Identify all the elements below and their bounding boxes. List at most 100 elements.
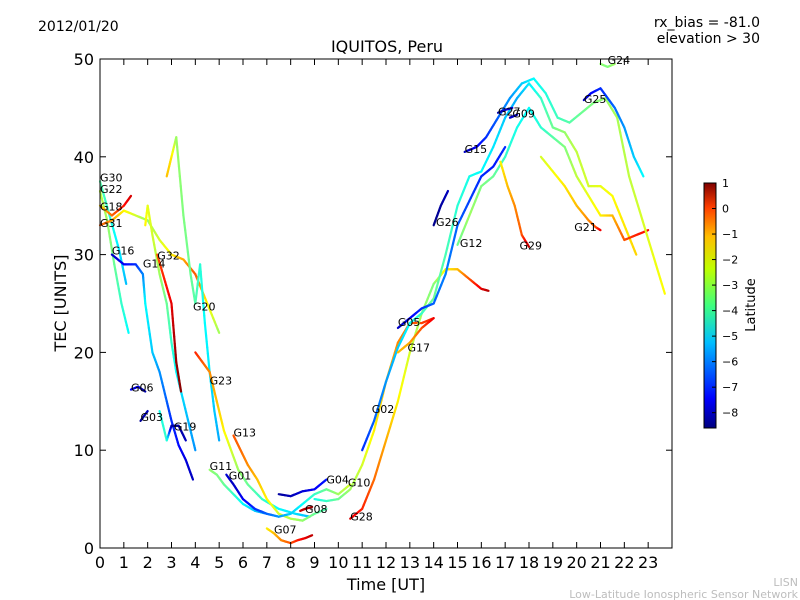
series-g17 [396,317,435,354]
series-g23 [194,351,311,518]
satellite-label-g15: G15 [465,143,488,156]
series-g15 [463,77,666,295]
colorbar-tick-label: −7 [722,381,738,394]
x-tick-label: 7 [262,553,272,572]
series-segment [619,131,623,141]
series-segment [623,153,628,163]
series-segment [347,483,352,487]
x-tick-label: 8 [286,553,296,572]
series-segment [128,194,133,199]
series-segment [193,446,197,452]
colorbar-ticks: 1 0 −1 −2 −3 −4 −5 −6 −7 −8 [712,177,738,420]
colorbar-tick-label: −3 [722,279,738,292]
series-g01 [225,473,352,518]
satellite-label-g26: G26 [436,216,459,229]
series-segment [182,214,186,224]
series-segment [190,475,195,481]
satellite-label-g19: G19 [174,421,197,434]
series-segment [200,285,204,295]
plot-frame [99,58,673,549]
series-segment [176,155,181,168]
x-axis-label: Time [UT] [346,575,425,594]
series-g02 [361,82,638,452]
series-segment [187,258,191,268]
colorbar-tick-label: 1 [722,177,729,190]
series-segment [178,175,182,188]
series-segment [527,244,531,248]
series-g07 [265,527,314,545]
satellite-label-g28: G28 [350,511,373,524]
rx-bias-label: rx_bias = -81.0 [654,15,760,31]
series-segment [203,314,206,325]
satellite-label-g21: G21 [574,221,597,234]
series-segment [179,386,183,393]
x-tick-label: 5 [214,553,224,572]
series-segment [179,185,183,198]
series-segment [200,277,203,288]
date-label: 2012/01/20 [38,19,119,35]
series-g03 [139,409,149,422]
series-segment [201,292,205,303]
series-segment [617,123,622,134]
x-tick-label: 17 [495,553,515,572]
colorbar [703,182,717,429]
x-tick-label: 3 [166,553,176,572]
series-g09 [508,113,519,119]
series-g25 [582,87,645,178]
series-segment [186,251,190,261]
series-segment [183,221,187,232]
satellite-label-g27: G27 [498,106,521,119]
colorbar-tick-label: −8 [722,407,738,420]
series-segment [181,204,185,217]
series-segment [217,435,221,442]
colorbar-label: Latitude [744,278,759,332]
series-segment [502,145,507,151]
series-segment [199,270,203,281]
series-segment [124,278,128,286]
satellite-label-g30: G30 [100,171,123,184]
x-tick-label: 1 [119,553,129,572]
y-axis-label: TEC [UNITS] [51,255,70,353]
y-tick-label: 0 [84,539,94,558]
series-segment [201,299,205,310]
series-g28 [349,268,490,520]
series-segment [622,145,626,156]
x-tick-label: 22 [614,553,634,572]
satellite-label-g08: G08 [305,503,328,516]
series-g26 [432,189,450,227]
satellite-label-g24: G24 [608,54,631,67]
x-tick-label: 10 [328,553,348,572]
x-tick-label: 20 [566,553,586,572]
lisn-watermark: LISN [773,576,798,589]
series-segment [662,287,666,295]
series-segment [633,249,638,256]
colorbar-tick-label: 0 [722,203,729,216]
series-g16 [110,253,195,481]
x-tick-label: 13 [400,553,420,572]
series-segment [184,229,188,239]
series-segment [626,167,631,178]
satellite-label-g12: G12 [460,237,483,250]
elevation-label: elevation > 30 [657,31,760,47]
satellite-label-g09: G09 [512,108,535,121]
satellite-label-g29: G29 [519,240,542,253]
satellite-label-g01: G01 [229,470,252,483]
series-segment [185,243,189,254]
y-tick-label: 20 [74,343,94,362]
satellite-label-g03: G03 [141,411,164,424]
x-tick-label: 2 [143,553,153,572]
series-layer [98,62,666,545]
y-tick-label: 40 [74,148,94,167]
series-segment [323,507,328,511]
series-segment [625,160,629,171]
colorbar-tick-label: −1 [722,228,738,241]
satellite-label-g16: G16 [112,245,135,258]
satellite-label-g05: G05 [398,316,421,329]
satellite-label-g02: G02 [372,403,395,416]
x-tick-label: 9 [309,553,319,572]
series-g22 [98,180,128,286]
series-segment [645,229,650,232]
satellite-label-g04: G04 [326,473,349,486]
y-tick-label: 30 [74,246,94,265]
series-segment [126,328,130,334]
